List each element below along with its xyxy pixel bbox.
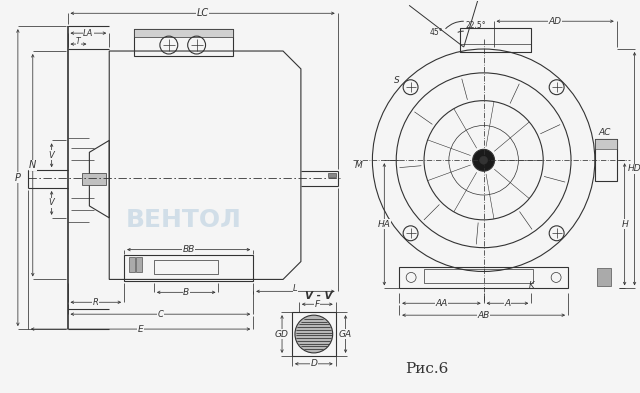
Circle shape [473,149,495,171]
Text: AD: AD [548,17,562,26]
Circle shape [295,315,333,353]
Text: N: N [29,160,36,170]
Text: P: P [15,173,21,183]
Bar [134,29,234,37]
Bar [124,255,253,281]
Text: 22,5°: 22,5° [465,21,486,30]
Bar [136,257,142,272]
Bar [595,140,617,149]
Text: HA: HA [378,220,391,229]
Text: LC: LC [196,8,209,18]
Bar [460,28,531,52]
Text: M: M [355,161,362,170]
Text: A: A [504,299,511,308]
Bar [460,44,531,52]
Text: 45°: 45° [429,28,443,37]
Text: D: D [310,359,317,368]
Text: C: C [157,310,163,319]
Text: V: V [49,198,54,208]
Text: S: S [394,76,400,85]
Text: HD: HD [628,164,640,173]
Text: AC: AC [599,128,611,137]
Text: GD: GD [275,330,289,338]
Text: Рис.6: Рис.6 [405,362,449,376]
Bar [328,173,335,177]
Text: L: L [293,284,298,293]
Text: BB: BB [182,245,195,254]
Bar [597,268,611,286]
Text: ВЕНТОЛ: ВЕНТОЛ [126,208,242,232]
Text: H: H [621,220,628,229]
Text: V: V [49,151,54,160]
Text: R: R [93,298,99,307]
Bar [134,29,234,56]
Text: B: B [183,288,189,297]
Text: AB: AB [477,311,490,320]
Bar [83,173,106,185]
Text: E: E [138,325,143,334]
Text: F: F [315,300,320,309]
Bar [424,270,533,283]
Text: T: T [76,37,81,46]
Bar [595,140,617,181]
Text: AA: AA [435,299,447,308]
Text: LA: LA [83,29,93,38]
Text: GA: GA [339,330,352,338]
Bar [399,266,568,288]
Text: K: K [529,281,534,290]
Text: V - V: V - V [305,291,333,301]
Bar [154,259,218,274]
Bar [129,257,135,272]
Circle shape [479,156,488,164]
Bar [292,312,335,356]
